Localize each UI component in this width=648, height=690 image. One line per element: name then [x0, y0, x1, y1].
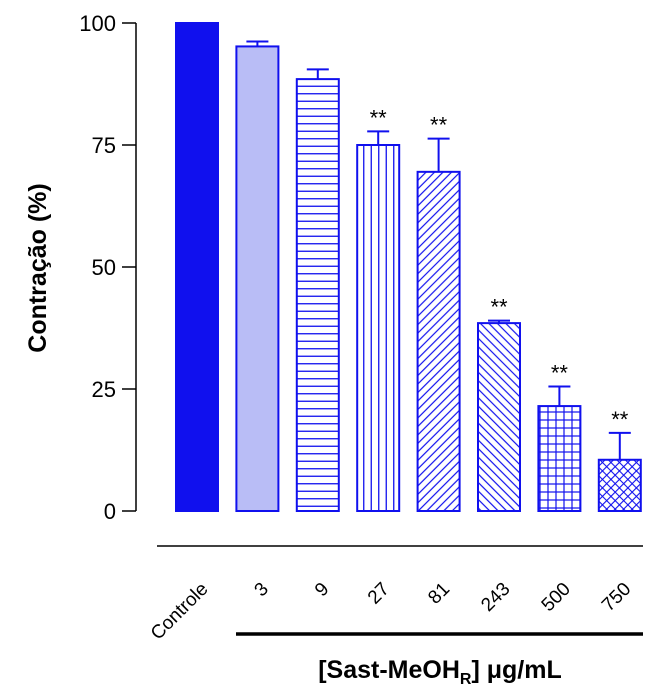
significance-label: ** [611, 407, 629, 432]
bar [537, 405, 582, 512]
y-tick-label: 100 [79, 11, 116, 36]
y-tick-label: 50 [92, 255, 116, 280]
bar [295, 78, 340, 513]
y-axis: 0 25 50 75 100 [79, 11, 137, 524]
bar [235, 45, 280, 512]
x-axis-label-prefix: [Sast-MeOH [318, 656, 460, 684]
x-tick-label: 243 [477, 579, 514, 616]
x-axis: Controle 3 9 27 81 243 500 750 [147, 545, 643, 645]
bars-group: ** ** ** ** ** [175, 22, 642, 513]
y-tick-label: 0 [104, 499, 116, 524]
x-tick-label: 81 [424, 579, 454, 609]
x-tick-label: 27 [364, 579, 394, 609]
x-tick-label: 500 [538, 579, 575, 616]
significance-label: ** [551, 361, 569, 386]
bar [597, 458, 642, 513]
y-tick-label: 25 [92, 377, 116, 402]
x-axis-label: [Sast-MeOHR] μg/mL [318, 656, 562, 688]
significance-label: ** [430, 113, 448, 138]
x-tick-label: 3 [251, 579, 273, 601]
x-tick-label: Controle [147, 579, 213, 645]
bar [356, 144, 401, 512]
y-axis-label: Contração (%) [24, 183, 52, 352]
x-tick-label: 9 [311, 579, 333, 601]
x-axis-label-suffix: ] μg/mL [471, 656, 561, 684]
x-tick-label: 750 [598, 579, 635, 616]
bar [175, 22, 219, 512]
y-tick-label: 75 [92, 133, 116, 158]
bar [477, 322, 521, 512]
x-axis-label-subscript: R [460, 671, 472, 688]
significance-label: ** [490, 295, 508, 320]
bar [416, 170, 461, 512]
significance-label: ** [370, 105, 388, 130]
